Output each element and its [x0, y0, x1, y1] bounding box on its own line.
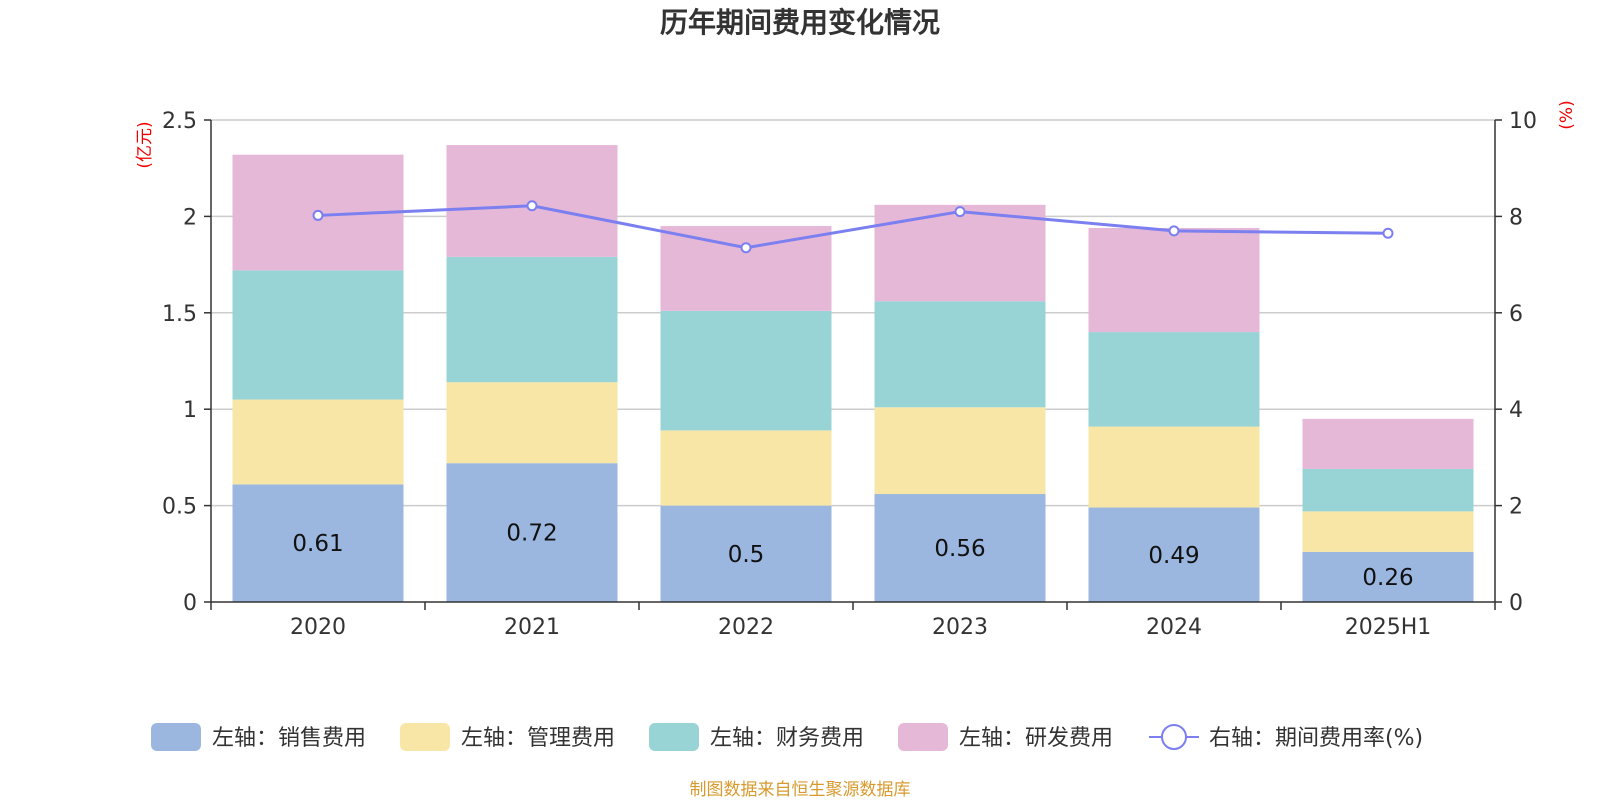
- bar-segment: [1088, 426, 1260, 508]
- x-tick-label: 2025H1: [1345, 615, 1432, 640]
- bar-segment: [1088, 227, 1260, 333]
- left-tick-label: 1.5: [162, 302, 197, 327]
- legend-swatch: [400, 723, 450, 751]
- right-tick-label: 4: [1509, 398, 1523, 423]
- right-tick-label: 6: [1509, 302, 1523, 327]
- legend-label: 左轴：研发费用: [959, 726, 1113, 751]
- rate-point: [954, 206, 966, 218]
- legend-label: 左轴：财务费用: [710, 726, 864, 751]
- rate-point: [1382, 227, 1394, 239]
- chart-title: 历年期间费用变化情况: [660, 6, 940, 39]
- right-tick-label: 10: [1509, 109, 1537, 134]
- legend-label: 右轴：期间费用率(%): [1209, 726, 1423, 751]
- bar-segment: [232, 270, 404, 400]
- x-tick-label: 2022: [718, 615, 774, 640]
- rate-point: [312, 209, 324, 221]
- left-tick-label: 1: [183, 398, 197, 423]
- bar-segment: [446, 256, 618, 383]
- right-tick-label: 0: [1509, 591, 1523, 616]
- bar-segment: [1302, 551, 1474, 602]
- left-tick-label: 2: [183, 205, 197, 230]
- right-tick-label: 8: [1509, 205, 1523, 230]
- bar-segment: [446, 382, 618, 464]
- bar-segment: [874, 204, 1046, 302]
- legend-swatch: [151, 723, 201, 751]
- bar-segment: [660, 505, 832, 602]
- bar-segment: [874, 301, 1046, 408]
- bar-value-label: 0.5: [728, 542, 765, 568]
- legend-swatch: [898, 723, 948, 751]
- rate-point: [740, 242, 752, 254]
- bar-segment: [1088, 507, 1260, 602]
- bar-segment: [446, 463, 618, 602]
- rate-point: [1168, 225, 1180, 237]
- axes: 0 0.5 1 1.5 2 2.5 0 2 4 6 8 10 2020 2021 2022 2023 2024 2…: [162, 109, 1537, 640]
- bar-segment: [660, 226, 832, 311]
- rate-point: [526, 200, 538, 212]
- bar-value-label: 0.56: [934, 536, 985, 562]
- bar-segment: [874, 407, 1046, 495]
- x-tick-label: 2021: [504, 615, 560, 640]
- legend: 左轴：销售费用 左轴：管理费用 左轴：财务费用 左轴：研发费用 右轴：期间费用率(%): [151, 723, 1423, 751]
- bar-segment: [874, 494, 1046, 602]
- left-tick-label: 0.5: [162, 495, 197, 520]
- bar-segment: [1088, 332, 1260, 427]
- legend-circle-icon: [1161, 724, 1187, 750]
- bar-value-label: 0.49: [1148, 543, 1199, 569]
- legend-label: 左轴：管理费用: [461, 726, 615, 751]
- bar-segment: [232, 399, 404, 485]
- x-tick-label: 2020: [290, 615, 346, 640]
- right-tick-label: 2: [1509, 495, 1523, 520]
- bar-segment: [1302, 418, 1474, 469]
- rate-line-group: [312, 200, 1394, 254]
- bar-segment: [1302, 468, 1474, 512]
- legend-swatch: [649, 723, 699, 751]
- left-tick-label: 0: [183, 591, 197, 616]
- bar-segment: [1302, 511, 1474, 552]
- right-axis-unit: (%): [1557, 100, 1577, 129]
- bar-value-label: 0.72: [506, 521, 557, 547]
- bar-group: [232, 145, 1474, 602]
- grid-lines: [211, 119, 1495, 507]
- legend-label: 左轴：销售费用: [212, 726, 366, 751]
- x-tick-label: 2024: [1146, 615, 1202, 640]
- bar-labels: 0.61 0.72 0.5 0.56 0.49 0.26: [292, 521, 1413, 591]
- bar-segment: [660, 430, 832, 506]
- left-tick-label: 2.5: [162, 109, 197, 134]
- rate-line: [317, 204, 1389, 250]
- bar-segment: [232, 484, 404, 602]
- bar-value-label: 0.26: [1362, 565, 1413, 591]
- bar-value-label: 0.61: [292, 531, 343, 557]
- source-note: 制图数据来自恒生聚源数据库: [690, 780, 911, 800]
- left-axis-unit: (亿元): [135, 121, 155, 168]
- x-tick-label: 2023: [932, 615, 988, 640]
- bar-segment: [660, 310, 832, 431]
